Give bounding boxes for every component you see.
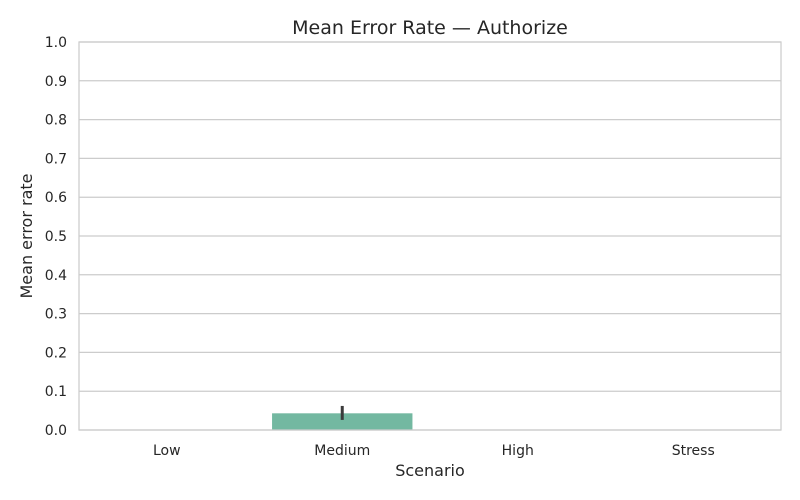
y-tick-label: 0.6 [45,190,67,206]
y-tick-label: 1.0 [45,35,67,51]
y-tick-label: 0.0 [45,423,67,439]
y-tick-label: 0.9 [45,74,67,90]
y-tick-label: 0.1 [45,384,67,400]
y-tick-label: 0.3 [45,307,67,323]
plot-frame [78,41,782,431]
y-tick-label: 0.8 [45,113,67,129]
x-tick-label: Stress [672,443,715,459]
x-tick-label: High [502,443,534,459]
x-tick-label: Medium [314,443,370,459]
y-tick-label: 0.2 [45,345,67,361]
y-tick-label: 0.4 [45,268,67,284]
y-tick-labels: 0.0 0.1 0.2 0.3 0.4 0.5 0.6 0.7 0.8 0.9 1.0 [45,35,67,439]
bars [272,413,413,430]
bar-medium [272,413,413,430]
chart-title: Mean Error Rate — Authorize [292,17,568,39]
y-tick-label: 0.5 [45,229,67,245]
y-tick-label: 0.7 [45,151,67,167]
y-axis-label: Mean error rate [17,174,36,299]
x-tick-label: Low [153,443,181,459]
x-axis-label: Scenario [395,461,465,480]
x-tick-labels: Low Medium High Stress [153,443,715,459]
gridlines [79,41,781,431]
